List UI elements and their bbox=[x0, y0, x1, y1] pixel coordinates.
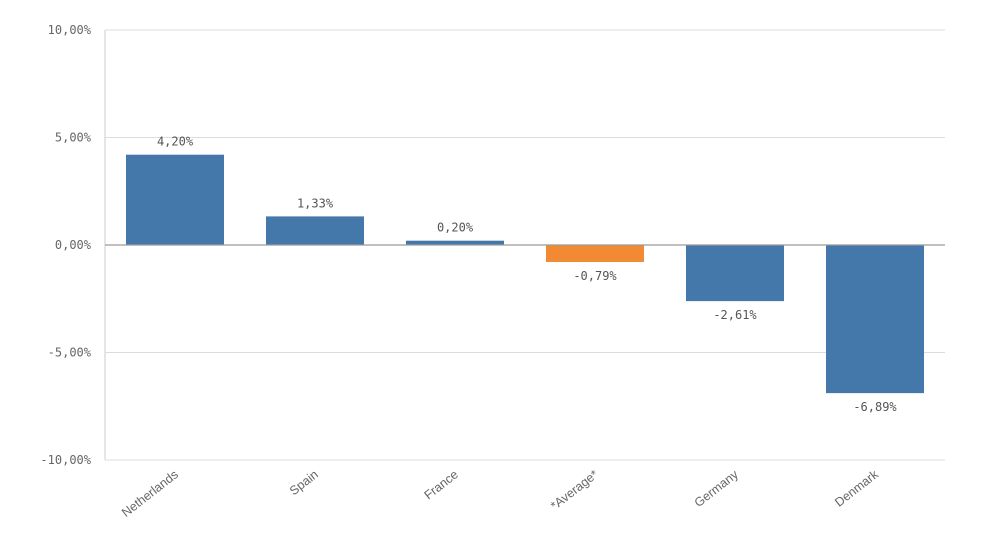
gridlines bbox=[104, 29, 945, 461]
x-category-label: Germany bbox=[692, 467, 742, 510]
data-label: 0,20% bbox=[437, 221, 474, 235]
y-tick-label: -10,00% bbox=[40, 453, 91, 467]
x-category-label: Netherlands bbox=[119, 467, 181, 520]
x-category-label: *Average* bbox=[548, 467, 601, 513]
data-label: 4,20% bbox=[157, 135, 194, 149]
bar bbox=[546, 245, 644, 262]
bar bbox=[266, 216, 364, 245]
data-label: -6,89% bbox=[853, 400, 897, 414]
data-label: -0,79% bbox=[573, 269, 617, 283]
y-tick-label: 10,00% bbox=[48, 23, 92, 37]
x-category-label: Spain bbox=[287, 467, 321, 498]
y-tick-label: -5,00% bbox=[48, 346, 92, 360]
bar bbox=[126, 154, 224, 245]
bar bbox=[406, 240, 504, 245]
bars bbox=[126, 154, 924, 394]
bar bbox=[826, 245, 924, 394]
data-labels: 4,20% 1,33% 0,20% -0,79% -2,61% -6,89% bbox=[157, 135, 898, 414]
y-tick-label: 0,00% bbox=[55, 238, 92, 252]
y-tick-label: 5,00% bbox=[55, 131, 92, 145]
x-category-label: Denmark bbox=[832, 467, 881, 510]
x-category-label: France bbox=[422, 467, 461, 502]
data-label: 1,33% bbox=[297, 196, 334, 210]
x-axis-category-labels: Netherlands Spain France *Average* Germany De… bbox=[119, 467, 881, 520]
bar bbox=[686, 245, 784, 302]
data-label: -2,61% bbox=[713, 308, 757, 322]
y-axis-tick-labels: 10,00% 5,00% 0,00% -5,00% -10,00% bbox=[40, 23, 91, 467]
